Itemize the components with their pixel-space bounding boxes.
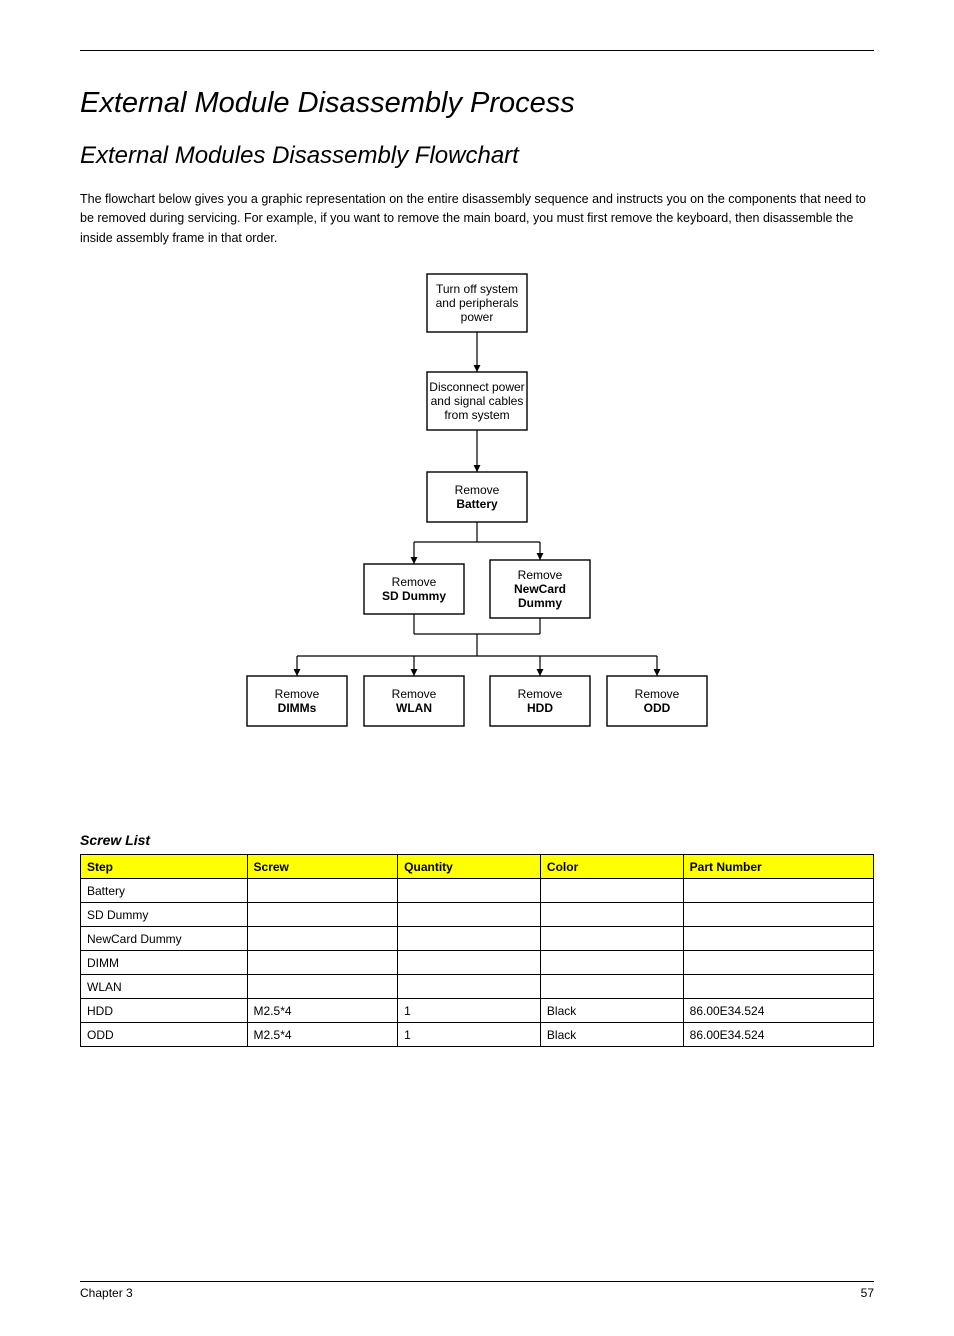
table-cell: [683, 951, 873, 975]
table-header-cell: Part Number: [683, 855, 873, 879]
table-cell: [398, 951, 541, 975]
table-cell: [247, 879, 398, 903]
table-cell: [683, 927, 873, 951]
flow-node-label: Remove: [275, 687, 320, 701]
table-cell: Battery: [81, 879, 248, 903]
table-cell: [540, 975, 683, 999]
table-cell: 1: [398, 1023, 541, 1047]
flow-node-label: SD Dummy: [382, 589, 446, 603]
table-cell: [540, 951, 683, 975]
section-heading: External Module Disassembly Process: [80, 87, 874, 120]
flow-node-label: Battery: [456, 497, 498, 511]
table-cell: DIMM: [81, 951, 248, 975]
flowchart-container: Turn off systemand peripheralspower Disco…: [80, 264, 874, 804]
table-cell: 1: [398, 999, 541, 1023]
flow-node-label: Disconnect power: [429, 380, 524, 394]
screw-list-title: Screw List: [80, 832, 874, 848]
top-rule: [80, 50, 874, 51]
table-cell: [683, 879, 873, 903]
table-cell: [398, 903, 541, 927]
flow-node-label: Remove: [518, 568, 563, 582]
table-cell: SD Dummy: [81, 903, 248, 927]
table-cell: [247, 927, 398, 951]
subsection-heading: External Modules Disassembly Flowchart: [80, 142, 874, 170]
flow-node-label: power: [461, 310, 494, 324]
footer-row: Chapter 3 57: [80, 1286, 874, 1300]
table-cell: [247, 975, 398, 999]
flow-node-label: Remove: [392, 687, 437, 701]
table-cell: M2.5*4: [247, 1023, 398, 1047]
table-header-cell: Step: [81, 855, 248, 879]
flow-node-label: HDD: [527, 701, 553, 715]
flow-node-label: Remove: [635, 687, 680, 701]
table-cell: [540, 927, 683, 951]
table-header-cell: Quantity: [398, 855, 541, 879]
flow-node-label: DIMMs: [278, 701, 317, 715]
table-cell: 86.00E34.524: [683, 1023, 873, 1047]
table-row: DIMM: [81, 951, 874, 975]
table-cell: [683, 975, 873, 999]
table-cell: HDD: [81, 999, 248, 1023]
flow-node-label: Remove: [518, 687, 563, 701]
table-cell: [247, 903, 398, 927]
footer-left: Chapter 3: [80, 1286, 133, 1300]
flow-node-label: NewCard: [514, 582, 566, 596]
screw-list-tbody: BatterySD DummyNewCard DummyDIMMWLANHDDM…: [81, 879, 874, 1047]
table-row: ODDM2.5*41Black86.00E34.524: [81, 1023, 874, 1047]
table-row: SD Dummy: [81, 903, 874, 927]
table-cell: [398, 927, 541, 951]
table-header-cell: Color: [540, 855, 683, 879]
footer-right: 57: [861, 1286, 874, 1300]
page: External Module Disassembly Process Exte…: [0, 0, 954, 1336]
page-footer: Chapter 3 57: [80, 1281, 874, 1300]
table-cell: [398, 975, 541, 999]
flow-node-label: Dummy: [518, 596, 562, 610]
table-header-cell: Screw: [247, 855, 398, 879]
table-row: HDDM2.5*41Black86.00E34.524: [81, 999, 874, 1023]
table-cell: NewCard Dummy: [81, 927, 248, 951]
intro-paragraph: The flowchart below gives you a graphic …: [80, 190, 874, 248]
flowchart-svg: Turn off systemand peripheralspower Disco…: [237, 264, 717, 804]
table-cell: [540, 879, 683, 903]
flow-node-label: Remove: [392, 575, 437, 589]
table-header-row: StepScrewQuantityColorPart Number: [81, 855, 874, 879]
table-cell: ODD: [81, 1023, 248, 1047]
table-row: Battery: [81, 879, 874, 903]
flow-node-label: and signal cables: [431, 394, 524, 408]
table-cell: M2.5*4: [247, 999, 398, 1023]
table-cell: [683, 903, 873, 927]
flow-node-label: ODD: [644, 701, 671, 715]
screw-list-table: StepScrewQuantityColorPart Number Batter…: [80, 854, 874, 1047]
table-cell: [540, 903, 683, 927]
table-cell: Black: [540, 999, 683, 1023]
flow-node-label: Turn off system: [436, 282, 518, 296]
table-row: NewCard Dummy: [81, 927, 874, 951]
table-cell: WLAN: [81, 975, 248, 999]
flow-node-label: and peripherals: [436, 296, 519, 310]
table-row: WLAN: [81, 975, 874, 999]
footer-rule: [80, 1281, 874, 1282]
table-cell: 86.00E34.524: [683, 999, 873, 1023]
table-cell: [398, 879, 541, 903]
screw-list-thead: StepScrewQuantityColorPart Number: [81, 855, 874, 879]
table-cell: [247, 951, 398, 975]
flow-node-label: Remove: [455, 483, 500, 497]
flow-node-label: from system: [444, 408, 509, 422]
table-cell: Black: [540, 1023, 683, 1047]
flow-node-label: WLAN: [396, 701, 432, 715]
